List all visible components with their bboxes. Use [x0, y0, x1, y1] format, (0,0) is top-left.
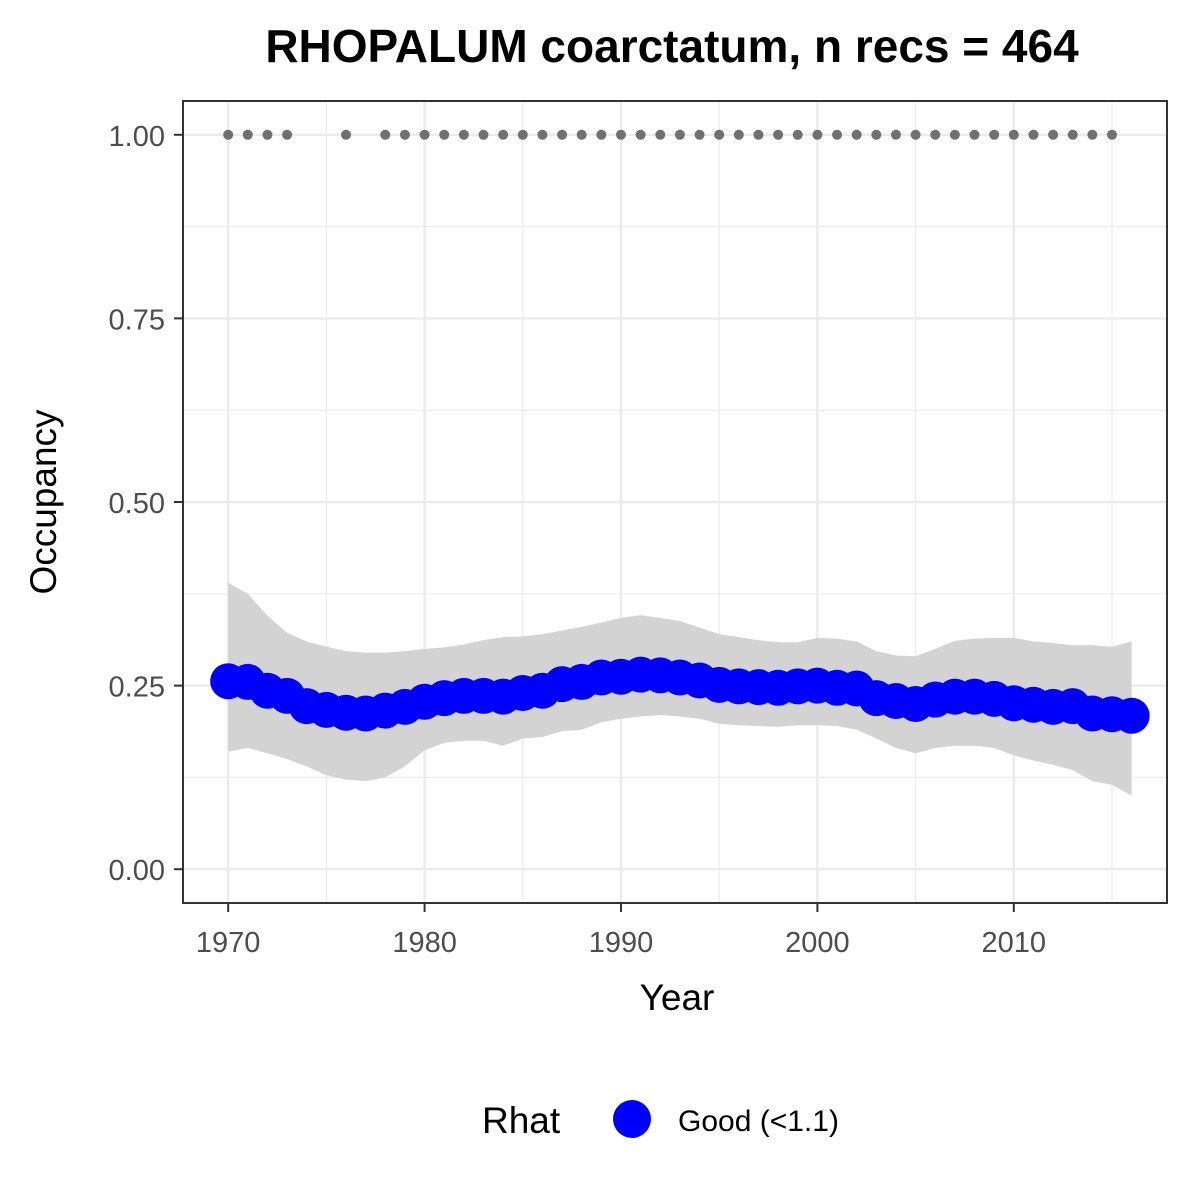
- record-point: [1067, 129, 1078, 140]
- record-point: [792, 129, 803, 140]
- y-tick-label: 0.75: [109, 304, 165, 336]
- record-point: [989, 129, 1000, 140]
- plot-panel: [182, 100, 1168, 904]
- record-point: [1028, 129, 1039, 140]
- record-point: [1008, 129, 1019, 140]
- record-point: [458, 129, 469, 140]
- record-point: [969, 129, 980, 140]
- record-point: [419, 129, 430, 140]
- y-tick-label: 0.00: [109, 855, 165, 887]
- record-point: [282, 129, 293, 140]
- record-point: [242, 129, 253, 140]
- record-point: [498, 129, 509, 140]
- record-point: [1107, 129, 1118, 140]
- record-point: [753, 129, 764, 140]
- record-point: [478, 129, 489, 140]
- y-tick-label: 0.25: [109, 672, 165, 704]
- x-tick-label: 1990: [589, 927, 654, 959]
- occupancy-point: [1113, 697, 1150, 734]
- y-axis: 0.00 0.25 0.50 0.75 1.00: [109, 121, 183, 887]
- record-point: [439, 129, 450, 140]
- grid-lines: [183, 101, 1167, 903]
- record-point: [910, 129, 921, 140]
- record-point: [930, 129, 941, 140]
- y-axis-title: Occupancy: [23, 409, 64, 595]
- record-point: [871, 129, 882, 140]
- record-point: [399, 129, 410, 140]
- record-point: [537, 129, 548, 140]
- record-point: [223, 129, 234, 140]
- y-tick-label: 0.50: [109, 488, 165, 520]
- record-point: [714, 129, 725, 140]
- record-point: [1048, 129, 1059, 140]
- record-point: [262, 129, 273, 140]
- chart-title: RHOPALUM coarctatum, n recs = 464: [265, 20, 1079, 72]
- record-point: [694, 129, 705, 140]
- record-points: [223, 129, 1118, 140]
- legend-title: Rhat: [482, 1100, 561, 1141]
- x-tick-label: 2010: [982, 927, 1047, 959]
- record-point: [832, 129, 843, 140]
- x-axis-title: Year: [640, 977, 715, 1018]
- x-tick-label: 1980: [392, 927, 457, 959]
- x-axis: 1970 1980 1990 2000 2010: [196, 903, 1046, 959]
- record-point: [635, 129, 646, 140]
- record-point: [773, 129, 784, 140]
- record-point: [1087, 129, 1098, 140]
- record-point: [890, 129, 901, 140]
- legend-label-good: Good (<1.1): [678, 1105, 839, 1138]
- record-point: [380, 129, 391, 140]
- record-point: [949, 129, 960, 140]
- record-point: [341, 129, 352, 140]
- x-tick-label: 1970: [196, 927, 261, 959]
- record-point: [557, 129, 568, 140]
- record-point: [596, 129, 607, 140]
- y-tick-label: 1.00: [109, 121, 165, 153]
- record-point: [812, 129, 823, 140]
- legend: Rhat Good (<1.1): [482, 1100, 839, 1141]
- record-point: [655, 129, 666, 140]
- occupancy-series: [210, 656, 1150, 734]
- record-point: [615, 129, 626, 140]
- record-point: [851, 129, 862, 140]
- record-point: [517, 129, 528, 140]
- record-point: [733, 129, 744, 140]
- record-point: [576, 129, 587, 140]
- legend-key-good: [613, 1100, 651, 1138]
- x-tick-label: 2000: [785, 927, 850, 959]
- record-point: [674, 129, 685, 140]
